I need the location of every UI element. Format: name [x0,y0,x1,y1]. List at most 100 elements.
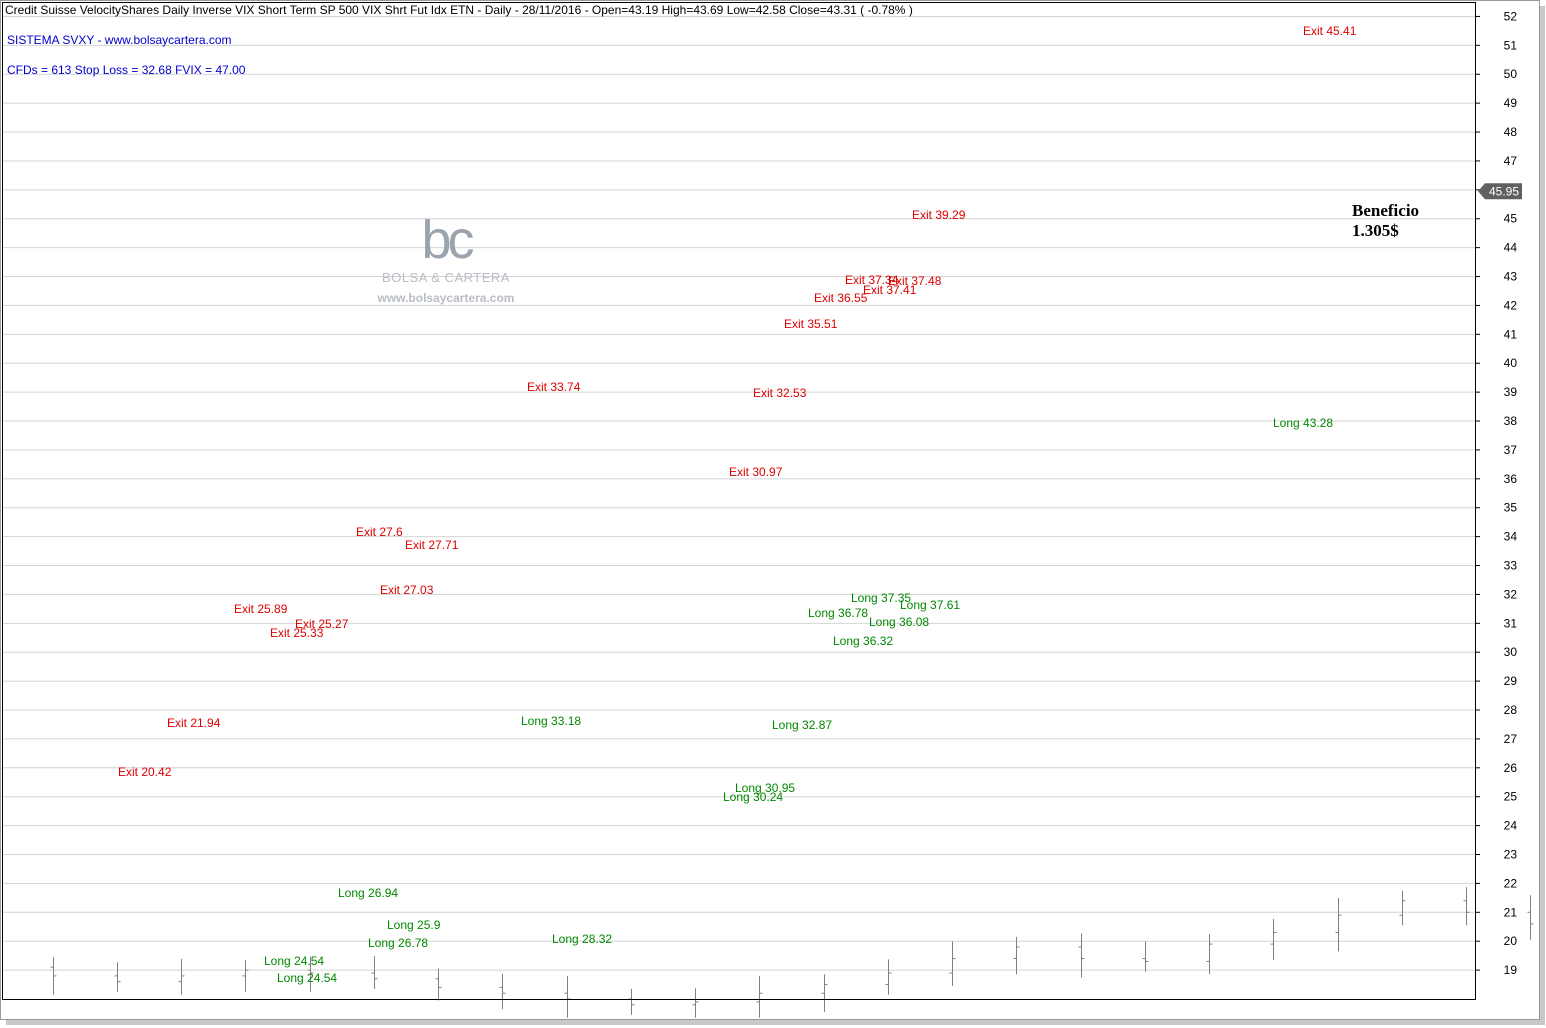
system-label: SISTEMA SVXY - www.bolsaycartera.com [7,33,232,47]
ohlc-bar [949,941,956,986]
signal-label: Long 36.78 [808,606,868,620]
y-tick-label: 48 [1504,125,1518,139]
ohlc-bar [1206,933,1213,975]
y-tick-label: 41 [1504,327,1518,341]
signal-label: Exit 25.89 [234,602,288,616]
ohlc-bar [692,988,699,1018]
y-tick-label: 33 [1504,559,1518,573]
signal-label: Exit 37.41 [863,283,917,297]
signal-label: Exit 37.34 [845,273,899,287]
signal-label: Exit 35.51 [784,317,838,331]
signal-label: Exit 27.71 [405,538,459,552]
ohlc-bar [885,959,892,995]
signal-label: Long 36.32 [833,634,893,648]
y-tick-label: 29 [1504,674,1518,688]
watermark-mark: bc [421,210,474,270]
y-tick-label: 23 [1504,848,1518,862]
y-tick-label: 43 [1504,270,1518,284]
ohlc-bar [242,959,249,992]
signal-label: Long 28.32 [552,932,612,946]
signal-label: Long 37.35 [851,591,911,605]
chart-title: Credit Suisse VelocityShares Daily Inver… [5,3,913,17]
ohlc-bar [499,973,506,1010]
signal-label: Exit 32.53 [753,386,807,400]
plot-area [2,2,1475,999]
y-tick-label: 32 [1504,587,1518,601]
params-label: CFDs = 613 Stop Loss = 32.68 FVIX = 47.0… [7,63,246,77]
signal-label: Exit 27.03 [380,583,434,597]
last-price-tag [1478,183,1522,200]
ohlc-bar [1270,918,1277,960]
profit-label: Beneficio [1352,201,1420,220]
signal-label: Long 43.28 [1273,416,1333,430]
signal-label: Exit 30.97 [729,465,783,479]
y-tick-label: 45 [1504,212,1518,226]
signal-label: Long 26.78 [368,936,428,950]
signal-label: Long 30.95 [735,781,795,795]
signal-label: Long 36.08 [869,615,929,629]
y-tick-label: 19 [1504,963,1518,977]
signal-label: Exit 37.48 [888,274,942,288]
ohlc-bar [821,974,828,1013]
signal-label: Exit 25.33 [270,626,324,640]
signal-label: Long 32.87 [772,718,832,732]
ohlc-bar [1463,887,1470,926]
y-tick-label: 36 [1504,472,1518,486]
ohlc-bar [1335,898,1342,952]
signal-label: Long 30.24 [723,790,783,804]
signal-label: Exit 25.27 [295,617,349,631]
y-tick-label: 31 [1504,616,1518,630]
watermark-url: www.bolsaycartera.com [377,291,515,305]
y-tick-label: 27 [1504,732,1518,746]
ohlc-bar [50,957,57,995]
signal-label: Exit 45.41 [1303,24,1357,38]
ohlc-bar [1142,941,1149,972]
y-tick-label: 40 [1504,356,1518,370]
ohlc-bar [371,955,378,989]
signal-label: Exit 39.29 [912,208,966,222]
y-tick-label: 22 [1504,876,1518,890]
ohlc-bar [114,962,121,992]
y-tick-label: 50 [1504,67,1518,81]
watermark-name: BOLSA & CARTERA [382,270,510,285]
ohlc-bar [435,968,442,1001]
signal-label: Long 37.61 [900,598,960,612]
y-tick-label: 42 [1504,298,1518,312]
y-tick-label: 34 [1504,530,1518,544]
y-tick-label: 30 [1504,645,1518,659]
signal-label: Exit 36.55 [814,291,868,305]
signal-label: Long 24.54 [277,971,337,985]
signal-label: Long 25.9 [387,918,441,932]
profit-annotation: Beneficio 1.305$ [1352,201,1419,241]
signal-label: Exit 21.94 [167,716,221,730]
y-tick-label: 52 [1504,9,1518,23]
signal-label: Exit 20.42 [118,765,172,779]
ohlc-bar [1399,890,1406,926]
y-tick-label: 35 [1504,501,1518,515]
window-shadow-right [1540,6,1545,1022]
last-price-label: 45.95 [1489,184,1519,198]
y-tick-label: 44 [1504,241,1518,255]
y-tick-label: 21 [1504,905,1518,919]
ohlc-bar [178,958,185,995]
signal-label: Exit 27.6 [356,525,403,539]
y-tick-label: 47 [1504,154,1518,168]
signal-label: Long 24.54 [264,954,324,968]
y-tick-label: 51 [1504,38,1518,52]
y-tick-label: 37 [1504,443,1518,457]
profit-value: 1.305$ [1352,221,1399,240]
y-tick-label: 20 [1504,934,1518,948]
ohlc-bar [1078,933,1085,978]
ohlc-bar [756,976,763,1018]
ohlc-bar [1013,936,1020,975]
signal-label: Exit 33.74 [527,380,581,394]
y-tick-label: 25 [1504,790,1518,804]
watermark-logo: bc BOLSA & CARTERA www.bolsaycartera.com [366,212,526,305]
plot-frame [2,2,1476,1000]
window-shadow-bottom [6,1020,1545,1025]
y-tick-label: 26 [1504,761,1518,775]
y-tick-label: 39 [1504,385,1518,399]
signal-label: Long 26.94 [338,886,398,900]
y-tick-label: 24 [1504,819,1518,833]
